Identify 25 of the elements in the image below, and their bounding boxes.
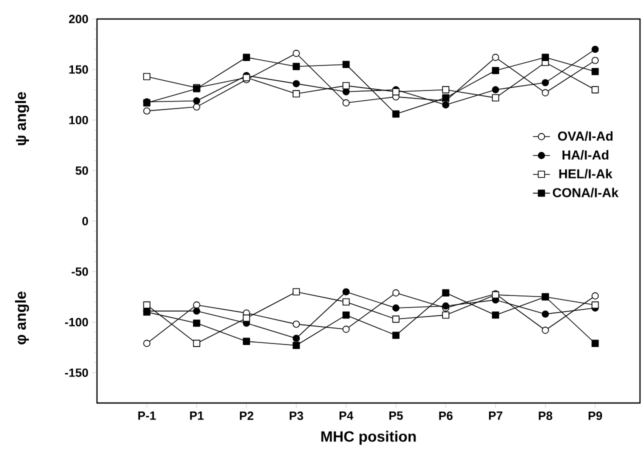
y-tick-label: 100 xyxy=(69,116,88,124)
x-tick-label: P2 xyxy=(240,412,254,420)
y-tick-label: 50 xyxy=(76,166,88,175)
x-tick-label: P8 xyxy=(538,412,552,420)
y-tick-label: -100 xyxy=(65,318,88,326)
x-tick-label: P1 xyxy=(190,412,204,420)
x-tick-label: P-1 xyxy=(138,412,156,420)
x-tick-label: P4 xyxy=(340,412,354,420)
y-tick-label: 200 xyxy=(68,14,88,24)
text: φ angle xyxy=(15,292,30,344)
y-tick-label: 0 xyxy=(82,216,88,226)
y-tick-label: -50 xyxy=(72,267,88,276)
y-tick-label: 150 xyxy=(69,65,88,74)
legend-label: HA/I-Ad xyxy=(562,150,608,160)
x-tick-label: P7 xyxy=(489,412,502,420)
legend-label: HEL/I-Ak xyxy=(559,168,612,179)
x-tick-label: P3 xyxy=(290,412,304,420)
legend-label: OVA/I-Ad xyxy=(558,131,613,141)
x-tick-label: P6 xyxy=(439,412,453,420)
x-tick-label: P5 xyxy=(389,412,403,420)
legend-label: CONA/I-Ak xyxy=(552,188,619,198)
x-tick-label: P9 xyxy=(588,412,602,420)
y-axis-title: ψ angle xyxy=(15,92,30,146)
x-axis-title: MHC position xyxy=(321,430,416,445)
y-tick-label: -150 xyxy=(65,368,88,377)
